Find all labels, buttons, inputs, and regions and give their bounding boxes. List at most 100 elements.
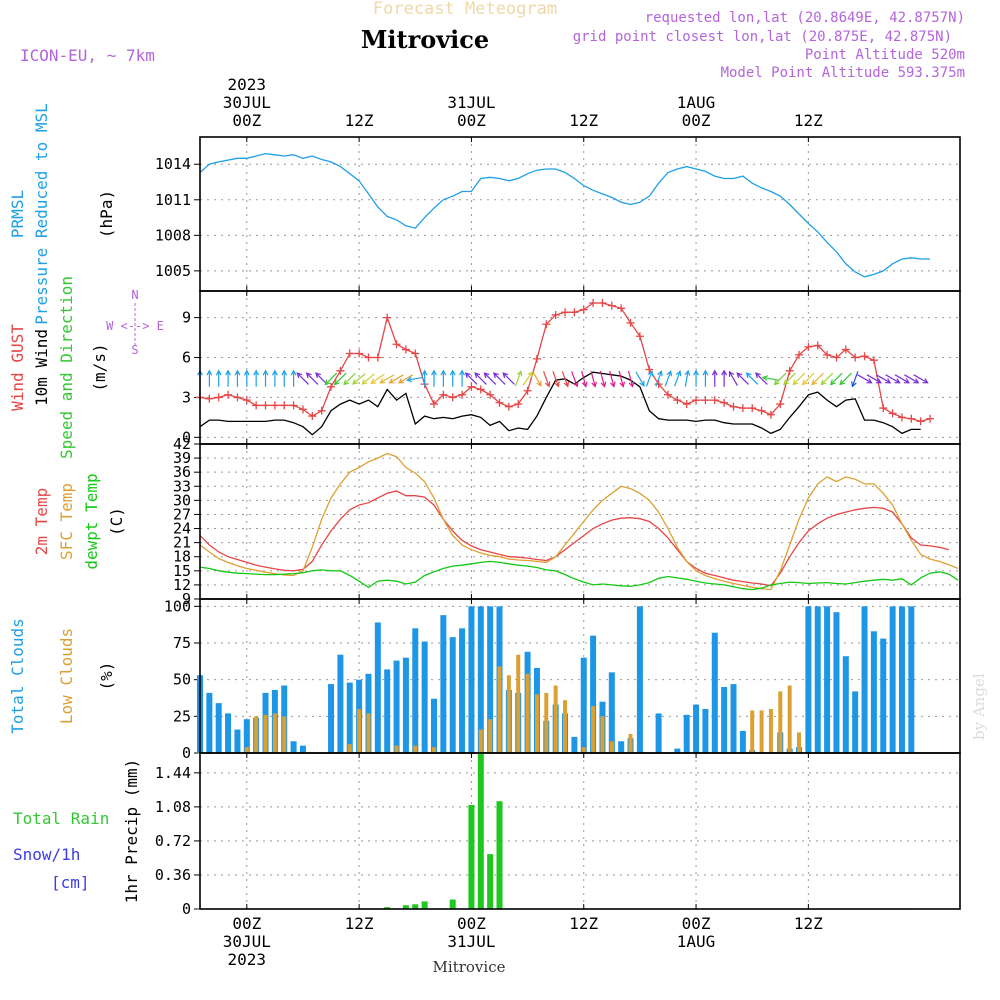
y-tick-label: 75 [173, 634, 191, 652]
gust-marker [673, 396, 682, 405]
time-label-bottom: 00Z [682, 914, 711, 933]
bar [833, 612, 840, 753]
wind-arrow-head [516, 370, 523, 377]
legend-label: dewpt Temp [82, 473, 101, 569]
wind-arrow-head [440, 369, 447, 376]
wind-arrow-head [492, 372, 499, 379]
bar [243, 719, 250, 753]
wind-arrow [674, 371, 681, 387]
wind-arrow [493, 372, 506, 385]
wind-arrow [802, 372, 815, 385]
time-label-top: 31JUL [447, 93, 495, 112]
wind-arrow [894, 374, 910, 384]
wind-arrow-head [333, 379, 340, 386]
wind-arrow-head [666, 370, 673, 377]
bar [478, 729, 483, 753]
wind-arrow-head [572, 381, 579, 388]
time-label-bottom: 1AUG [677, 932, 716, 951]
gust-marker [635, 332, 644, 341]
gust-marker [841, 345, 850, 354]
wind-arrow-head [783, 379, 789, 386]
bar [357, 709, 362, 753]
legend-label: SFC Temp [57, 483, 76, 560]
legend-label: PRMSL [8, 190, 27, 238]
bar [488, 719, 493, 753]
wind-arrow [857, 374, 872, 384]
wind-arrow [851, 371, 859, 387]
wind-arrow-head [527, 371, 533, 378]
time-label-top: 00Z [682, 111, 711, 130]
time-label-bottom: 30JUL [223, 932, 271, 951]
wind-arrow-head [406, 376, 413, 383]
wind-arrow [830, 372, 843, 385]
wind-arrow-head [693, 369, 699, 376]
wind-arrow-head [851, 381, 857, 388]
wind-arrow-head [875, 378, 882, 384]
wind-arrow-head [388, 378, 395, 384]
wind-arrow [655, 371, 662, 387]
wind-arrow [465, 372, 478, 385]
wind-arrow [618, 370, 624, 387]
gust-marker [598, 298, 607, 307]
wind-arrow [736, 372, 749, 385]
bar [870, 631, 877, 753]
wind-arrow [609, 370, 615, 387]
gust-marker [373, 353, 382, 362]
wind-arrow [296, 372, 310, 385]
wind-arrow-head [639, 380, 645, 387]
gust-marker [589, 298, 598, 307]
wind-arrow-head [792, 379, 799, 386]
series-line [199, 371, 921, 436]
y-tick-label: 0.72 [155, 832, 191, 850]
series-line [199, 490, 949, 587]
bar [852, 691, 859, 753]
gust-marker [252, 401, 261, 410]
y-tick-label: 0 [182, 744, 191, 762]
gust-marker [710, 396, 719, 405]
wind-arrow-head [728, 370, 735, 377]
bar [290, 741, 297, 753]
wind-arrow-head [591, 381, 597, 388]
legend-label: Wind GUST [8, 324, 27, 411]
bar [449, 899, 456, 909]
gust-marker [860, 352, 869, 361]
wind-arrow [746, 372, 759, 385]
gust-marker [607, 301, 616, 310]
gust-marker [701, 396, 710, 405]
y-tick-label: 0 [182, 428, 191, 446]
wind-arrow [352, 373, 366, 385]
wind-arrow-head [215, 369, 222, 376]
wind-arrow-head [755, 372, 761, 379]
wind-arrow [407, 376, 424, 381]
gust-marker [308, 412, 317, 421]
bar [759, 710, 764, 753]
bar [544, 692, 549, 753]
bar [244, 747, 249, 753]
bar [263, 714, 268, 753]
time-label-top: 2023 [228, 75, 267, 94]
compass-west-east: W <--> E [106, 319, 164, 333]
gust-marker [224, 390, 233, 399]
wind-arrow [904, 374, 919, 384]
time-label-bottom: 31JUL [447, 932, 495, 951]
panel-frame [199, 443, 961, 600]
wind-arrow-head [206, 369, 213, 376]
gust-marker [785, 366, 794, 375]
gust-marker [617, 304, 626, 313]
y-tick-label: 50 [173, 671, 191, 689]
bar [234, 729, 241, 753]
panel-pressure [194, 136, 961, 292]
time-label-bottom: 00Z [457, 914, 486, 933]
footer-station: Mitrovice [433, 958, 506, 976]
panel-clouds [194, 598, 961, 754]
gust-marker [355, 349, 364, 358]
bar [636, 606, 643, 753]
bar [487, 854, 494, 909]
gust-marker [504, 402, 513, 411]
wind-arrow [684, 370, 689, 387]
bar [440, 615, 447, 753]
wind-arrow-head [628, 381, 635, 388]
bar [394, 745, 399, 753]
bar [402, 905, 409, 909]
wind-arrow-head [913, 378, 920, 384]
